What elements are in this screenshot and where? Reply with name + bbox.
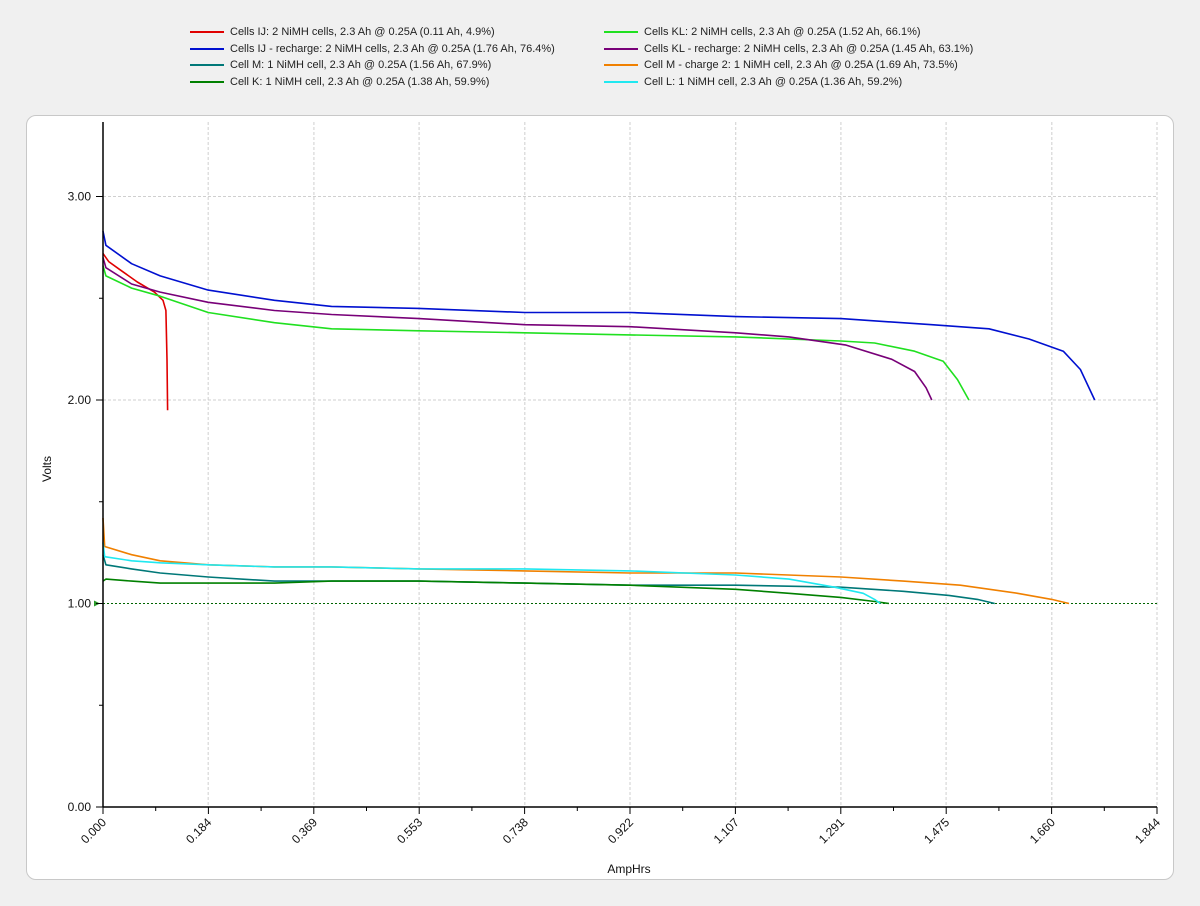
x-tick-label: 0.922	[605, 815, 636, 846]
x-tick-label: 1.475	[921, 815, 952, 846]
legend-item: Cell M: 1 NiMH cell, 2.3 Ah @ 0.25A (1.5…	[190, 57, 491, 73]
y-tick-label: 0.00	[68, 800, 92, 814]
y-tick-label: 1.00	[68, 597, 92, 611]
legend-swatch	[190, 47, 224, 50]
x-tick-label: 1.107	[711, 815, 742, 846]
x-tick-label: 1.844	[1132, 815, 1163, 846]
series-line	[102, 257, 933, 401]
grid-layer	[94, 122, 1158, 807]
series-line	[102, 253, 169, 411]
legend-label: Cell K: 1 NiMH cell, 2.3 Ah @ 0.25A (1.3…	[230, 75, 490, 88]
legend-item: Cells KL - recharge: 2 NiMH cells, 2.3 A…	[604, 41, 973, 57]
legend-swatch	[604, 47, 638, 50]
series-line	[102, 230, 1096, 401]
plot-panel: 0.000 0.184 0.369 0.553 0.738 0.922 1.107 1.291…	[26, 115, 1174, 880]
legend-item: Cells KL: 2 NiMH cells, 2.3 Ah @ 0.25A (…	[604, 24, 921, 40]
series-line	[102, 542, 881, 605]
legend-item: Cell M - charge 2: 1 NiMH cell, 2.3 Ah @…	[604, 57, 958, 73]
legend-swatch	[190, 64, 224, 66]
legend-label: Cell L: 1 NiMH cell, 2.3 Ah @ 0.25A (1.3…	[644, 75, 903, 88]
x-tick-label: 0.184	[183, 815, 214, 846]
legend-label: Cells KL: 2 NiMH cells, 2.3 Ah @ 0.25A (…	[644, 26, 921, 38]
legend-label: Cells IJ - recharge: 2 NiMH cells, 2.3 A…	[230, 42, 555, 55]
chart-legend: Cells IJ: 2 NiMH cells, 2.3 Ah @ 0.25A (…	[180, 24, 1060, 96]
legend-item: Cell L: 1 NiMH cell, 2.3 Ah @ 0.25A (1.3…	[604, 74, 902, 90]
legend-label: Cells IJ: 2 NiMH cells, 2.3 Ah @ 0.25A (…	[230, 26, 495, 38]
x-axis-title: AmpHrs	[607, 862, 650, 876]
series-layer	[102, 230, 1096, 605]
chart-svg: 0.000 0.184 0.369 0.553 0.738 0.922 1.107 1.291…	[40, 122, 1163, 876]
axis-layer: 0.000 0.184 0.369 0.553 0.738 0.922 1.107 1.291…	[68, 122, 1163, 846]
legend-swatch	[190, 80, 224, 83]
legend-item: Cells IJ - recharge: 2 NiMH cells, 2.3 A…	[190, 41, 555, 57]
y-axis-title: Volts	[40, 456, 54, 482]
legend-swatch	[604, 64, 638, 66]
legend-item: Cells IJ: 2 NiMH cells, 2.3 Ah @ 0.25A (…	[190, 24, 495, 40]
series-line	[102, 517, 1070, 605]
legend-swatch	[604, 80, 638, 83]
x-tick-label: 0.369	[289, 815, 320, 846]
legend-label: Cells KL - recharge: 2 NiMH cells, 2.3 A…	[644, 42, 974, 55]
series-line	[102, 578, 890, 605]
series-line	[102, 265, 970, 401]
x-tick-label: 0.000	[78, 815, 109, 846]
y-tick-label: 3.00	[68, 190, 92, 204]
legend-item: Cell K: 1 NiMH cell, 2.3 Ah @ 0.25A (1.3…	[190, 74, 489, 90]
x-tick-label: 0.553	[394, 815, 425, 846]
x-tick-label: 0.738	[500, 815, 531, 846]
legend-swatch	[190, 31, 224, 33]
x-tick-label: 1.660	[1027, 815, 1058, 846]
y-tick-label: 2.00	[68, 393, 92, 407]
legend-swatch	[604, 31, 638, 33]
x-tick-label: 1.291	[816, 815, 847, 846]
legend-label: Cell M: 1 NiMH cell, 2.3 Ah @ 0.25A (1.5…	[230, 59, 492, 71]
legend-label: Cell M - charge 2: 1 NiMH cell, 2.3 Ah @…	[644, 59, 958, 71]
